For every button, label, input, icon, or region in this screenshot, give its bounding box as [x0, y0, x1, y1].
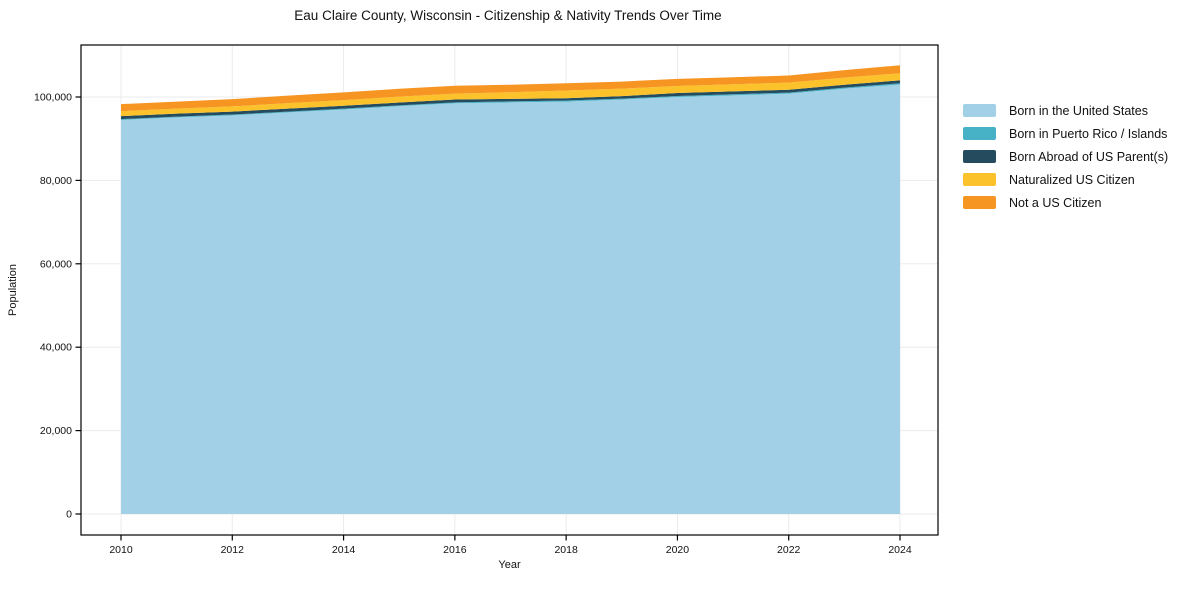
- y-tick-label: 100,000: [34, 92, 72, 104]
- x-tick-label: 2022: [777, 544, 801, 556]
- area-series-3: [121, 73, 900, 117]
- y-tick-label: 60,000: [40, 258, 72, 270]
- legend-swatch-icon: [963, 173, 996, 186]
- y-axis-label: Population: [7, 264, 19, 316]
- x-axis-label: Year: [498, 559, 521, 571]
- legend-item-label: Born Abroad of US Parent(s): [1009, 149, 1169, 164]
- x-tick-label: 2016: [443, 544, 467, 556]
- legend-item-0: Born in the United States: [963, 103, 1168, 118]
- legend: Born in the United States Born in Puerto …: [963, 104, 1168, 219]
- legend-item-label: Born in Puerto Rico / Islands: [1009, 126, 1168, 141]
- legend-item-label: Naturalized US Citizen: [1009, 172, 1135, 187]
- legend-swatch-icon: [963, 196, 996, 209]
- x-tick-label: 2018: [554, 544, 578, 556]
- legend-swatch-icon: [963, 150, 996, 163]
- legend-item-1: Born in Puerto Rico / Islands: [963, 126, 1168, 141]
- legend-swatch-icon: [963, 127, 996, 140]
- x-tick-label: 2024: [888, 544, 912, 556]
- legend-item-2: Born Abroad of US Parent(s): [963, 149, 1169, 164]
- legend-item-4: Not a US Citizen: [963, 195, 1168, 210]
- legend-item-label: Not a US Citizen: [1009, 195, 1102, 210]
- chart-title: Eau Claire County, Wisconsin - Citizensh…: [294, 8, 722, 23]
- x-tick-label: 2012: [221, 544, 245, 556]
- x-tick-label: 2010: [109, 544, 133, 556]
- area-series-0: [121, 84, 900, 515]
- legend-swatch-icon: [963, 104, 996, 117]
- plot-frame: [80, 44, 939, 536]
- y-tick-label: 40,000: [40, 342, 72, 354]
- area-series-4: [121, 65, 900, 112]
- legend-item-3: Naturalized US Citizen: [963, 172, 1168, 187]
- legend-item-label: Born in the United States: [1009, 103, 1148, 118]
- x-tick-label: 2014: [332, 544, 356, 556]
- x-tick-label: 2020: [666, 544, 690, 556]
- y-tick-label: 0: [66, 509, 72, 521]
- area-series-2: [121, 80, 900, 120]
- y-tick-label: 80,000: [40, 175, 72, 187]
- area-series-1: [121, 83, 900, 120]
- y-tick-label: 20,000: [40, 425, 72, 437]
